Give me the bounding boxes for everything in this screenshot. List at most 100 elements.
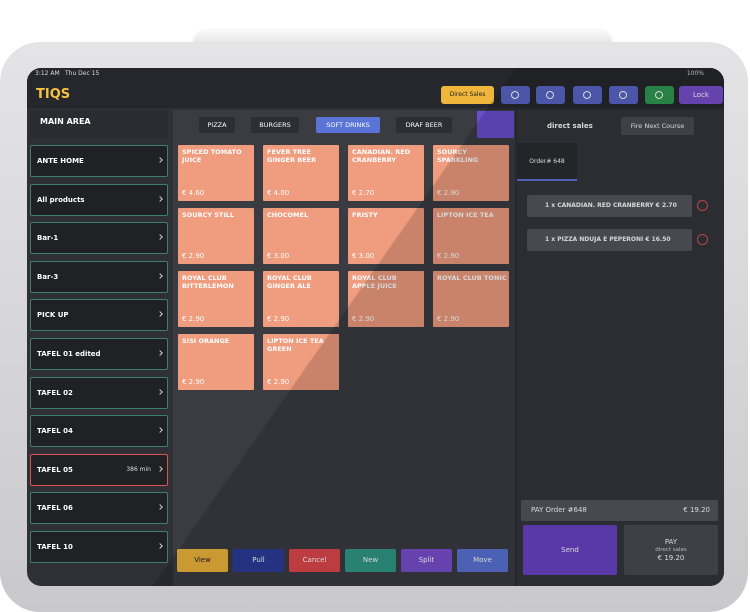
product-name: SOURCY SPARKLING <box>437 148 479 164</box>
product-price: € 2.90 <box>437 189 460 197</box>
order-line[interactable]: 1 x CANADIAN. RED CRANBERRY € 2.70 <box>527 195 692 217</box>
category-tab[interactable]: BURGERS <box>251 117 299 133</box>
order-line[interactable]: 1 x PIZZA NDUJA E PEPERONI € 16.50 <box>527 229 692 251</box>
sidebar-title: MAIN AREA <box>30 111 168 138</box>
product-tile[interactable]: LIPTON ICE TEA GREEN € 2.90 <box>263 334 339 390</box>
product-tile[interactable]: SISI ORANGE € 2.90 <box>178 334 254 390</box>
pay-sub: direct sales <box>655 547 687 553</box>
fire-button[interactable]: Fire Next Course <box>621 117 694 135</box>
chevron <box>157 234 163 241</box>
product-price: € 3.00 <box>352 252 375 260</box>
pay-button[interactable]: PAY direct sales € 19.20 <box>624 525 718 575</box>
icon-button[interactable] <box>645 86 674 104</box>
table-item[interactable]: ANTE HOME <box>30 145 168 177</box>
product-name: SPICED TOMATO JUICE <box>182 148 242 164</box>
product-tile[interactable]: CANADIAN. RED CRANBERRY € 2.70 <box>348 145 424 201</box>
product-price: € 2.90 <box>267 315 290 323</box>
table-item[interactable]: TAFEL 05 386 min <box>30 453 168 486</box>
table-name: TAFEL 02 <box>37 388 73 397</box>
chevron <box>157 465 163 472</box>
table-item[interactable]: TAFEL 06 <box>30 492 168 525</box>
action-button[interactable]: Split <box>401 549 452 572</box>
order-title: direct sales <box>547 122 593 130</box>
product-tile[interactable]: ROYAL CLUB APPLE JUICE € 2.90 <box>348 271 424 327</box>
remove-icon[interactable] <box>697 200 708 211</box>
icon <box>619 91 627 99</box>
lock-button[interactable]: Lock <box>679 86 723 104</box>
icon-button[interactable] <box>573 86 602 104</box>
chevron <box>157 195 163 202</box>
chevron <box>157 504 163 511</box>
action-button[interactable]: View <box>177 549 228 572</box>
pay-amount: € 19.20 <box>657 554 685 562</box>
product-tile[interactable]: LIPTON ICE TEA € 2.90 <box>433 208 509 264</box>
table-name: TAFEL 10 <box>37 543 73 551</box>
table-item[interactable]: TAFEL 02 <box>30 376 168 409</box>
pay-row <box>521 500 718 521</box>
chevron <box>157 272 163 279</box>
category-tab[interactable]: DRAF BEER <box>396 117 452 133</box>
back-arrow[interactable] <box>35 116 39 126</box>
product-name: LIPTON ICE TEA GREEN <box>267 337 324 353</box>
product-tile[interactable]: SPICED TOMATO JUICE € 4.60 <box>178 145 254 201</box>
product-name: SISI ORANGE <box>182 337 230 345</box>
action-button[interactable]: Cancel <box>289 549 340 572</box>
table-item[interactable]: TAFEL 10 <box>30 531 168 563</box>
remove-icon[interactable] <box>697 234 708 245</box>
icon <box>511 91 519 99</box>
table-item[interactable]: Bar-3 <box>30 260 168 293</box>
table-name: ANTE HOME <box>37 157 84 165</box>
table-item[interactable]: TAFEL 04 <box>30 415 168 448</box>
category-tab[interactable]: SOFT DRINKS <box>316 117 380 133</box>
action-button[interactable]: Move <box>457 549 508 572</box>
status-time: 3:12 AM <box>35 70 60 77</box>
screen: 3:12 AM Thu Dec 15 100% TIQS Direct Sales Loc… <box>27 68 724 586</box>
product-tile[interactable]: SOURCY STILL € 2.90 <box>178 208 254 264</box>
chevron <box>157 157 163 163</box>
direct-sales-button[interactable]: Direct Sales <box>441 86 494 104</box>
chevron <box>157 388 163 395</box>
product-tile[interactable]: FRISTY € 3.00 <box>348 208 424 264</box>
tab-more[interactable] <box>477 111 514 138</box>
action-button[interactable]: New <box>345 549 396 572</box>
table-name: TAFEL 05 <box>37 465 73 474</box>
table-item[interactable]: Bar-1 <box>30 222 168 255</box>
product-name: ROYAL CLUB BITTERLEMON <box>182 274 234 290</box>
table-name: All products <box>37 195 85 204</box>
product-name: FEVER TREE GINGER BEER <box>267 148 317 164</box>
send-button[interactable]: Send <box>523 525 617 575</box>
chevron <box>157 350 163 356</box>
product-name: SOURCY STILL <box>182 211 235 219</box>
table-name: TAFEL 06 <box>37 504 73 513</box>
product-price: € 2.90 <box>182 252 205 260</box>
product-tile[interactable]: ROYAL CLUB TONIC € 2.90 <box>433 271 509 327</box>
icon-button[interactable] <box>536 86 565 104</box>
product-tile[interactable]: FEVER TREE GINGER BEER € 4.00 <box>263 145 339 201</box>
product-name: ROYAL CLUB TONIC <box>437 274 507 282</box>
product-name: CANADIAN. RED CRANBERRY <box>352 148 411 164</box>
category-tab[interactable]: PIZZA <box>199 117 235 133</box>
icon <box>583 91 591 99</box>
chevron <box>157 543 163 549</box>
product-tile[interactable]: CHOCOMEL € 3.00 <box>263 208 339 264</box>
table-item[interactable]: TAFEL 01 edited <box>30 338 168 370</box>
chevron <box>157 311 163 318</box>
action-button[interactable]: Pull <box>233 549 284 572</box>
table-name: Bar-1 <box>37 234 59 243</box>
product-name: ROYAL CLUB GINGER ALE <box>267 274 312 290</box>
product-tile[interactable]: SOURCY SPARKLING € 2.90 <box>433 145 509 201</box>
product-price: € 4.00 <box>267 189 290 197</box>
product-price: € 2.90 <box>352 315 375 323</box>
pay-text: PAY <box>664 538 678 546</box>
logo: TIQS <box>36 87 71 102</box>
table-name: PICK UP <box>37 311 69 320</box>
icon <box>655 91 663 99</box>
icon-button[interactable] <box>609 86 638 104</box>
table-item[interactable]: PICK UP <box>30 299 168 332</box>
icon-button[interactable] <box>501 86 530 104</box>
icon <box>546 91 554 99</box>
order-tab[interactable]: Order# 648 <box>517 143 577 181</box>
table-item[interactable]: All products <box>30 183 168 216</box>
product-tile[interactable]: ROYAL CLUB GINGER ALE € 2.90 <box>263 271 339 327</box>
product-tile[interactable]: ROYAL CLUB BITTERLEMON € 2.90 <box>178 271 254 327</box>
